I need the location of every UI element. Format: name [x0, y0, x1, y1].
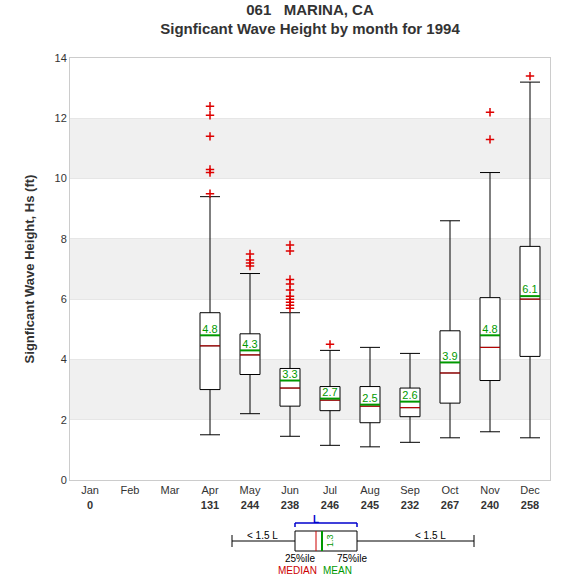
svg-text:< 1.5 L: < 1.5 L: [415, 530, 446, 541]
svg-text:May244: May244: [240, 484, 261, 510]
svg-text:Nov240: Nov240: [480, 484, 500, 510]
svg-text:3.9: 3.9: [442, 350, 457, 362]
svg-text:Dec258: Dec258: [520, 484, 540, 510]
svg-text:< 1.5 L: < 1.5 L: [247, 530, 278, 541]
svg-text:10: 10: [55, 172, 67, 184]
svg-text:4.8: 4.8: [202, 323, 217, 335]
svg-text:2: 2: [61, 414, 67, 426]
svg-text:Jun238: Jun238: [281, 484, 299, 510]
svg-text:MEAN: MEAN: [323, 565, 352, 576]
svg-text:12: 12: [55, 112, 67, 124]
svg-text:MEDIAN: MEDIAN: [278, 565, 317, 576]
svg-text:Jul246: Jul246: [321, 484, 339, 510]
svg-text:0: 0: [61, 474, 67, 486]
svg-text:6: 6: [61, 293, 67, 305]
svg-text:L: L: [313, 514, 319, 525]
svg-text:4: 4: [61, 353, 67, 365]
svg-text:1.3: 1.3: [325, 534, 335, 547]
svg-text:Apr131: Apr131: [201, 484, 219, 510]
svg-text:2.7: 2.7: [322, 386, 337, 398]
svg-text:75%ile: 75%ile: [337, 553, 367, 564]
svg-text:Oct267: Oct267: [441, 484, 459, 510]
svg-text:6.1: 6.1: [522, 283, 537, 295]
svg-text:14: 14: [55, 52, 67, 64]
svg-text:25%ile: 25%ile: [285, 553, 315, 564]
svg-text:Mar: Mar: [161, 484, 180, 510]
svg-text:Feb: Feb: [121, 484, 140, 510]
svg-text:2.6: 2.6: [402, 389, 417, 401]
svg-text:Jan0: Jan0: [81, 484, 99, 510]
svg-text:2.5: 2.5: [362, 392, 377, 404]
svg-text:Sep232: Sep232: [400, 484, 420, 510]
svg-text:3.3: 3.3: [282, 368, 297, 380]
svg-text:4.3: 4.3: [242, 338, 257, 350]
svg-text:061 MARINA, CASignficant Wav: 061 MARINA, CASignficant Wave Height by …: [160, 1, 460, 38]
svg-text:8: 8: [61, 233, 67, 245]
svg-text:4.8: 4.8: [482, 323, 497, 335]
svg-text:Signficant Wave Height, Hs (ft: Signficant Wave Height, Hs (ft): [22, 175, 37, 364]
svg-text:Aug245: Aug245: [360, 484, 380, 510]
